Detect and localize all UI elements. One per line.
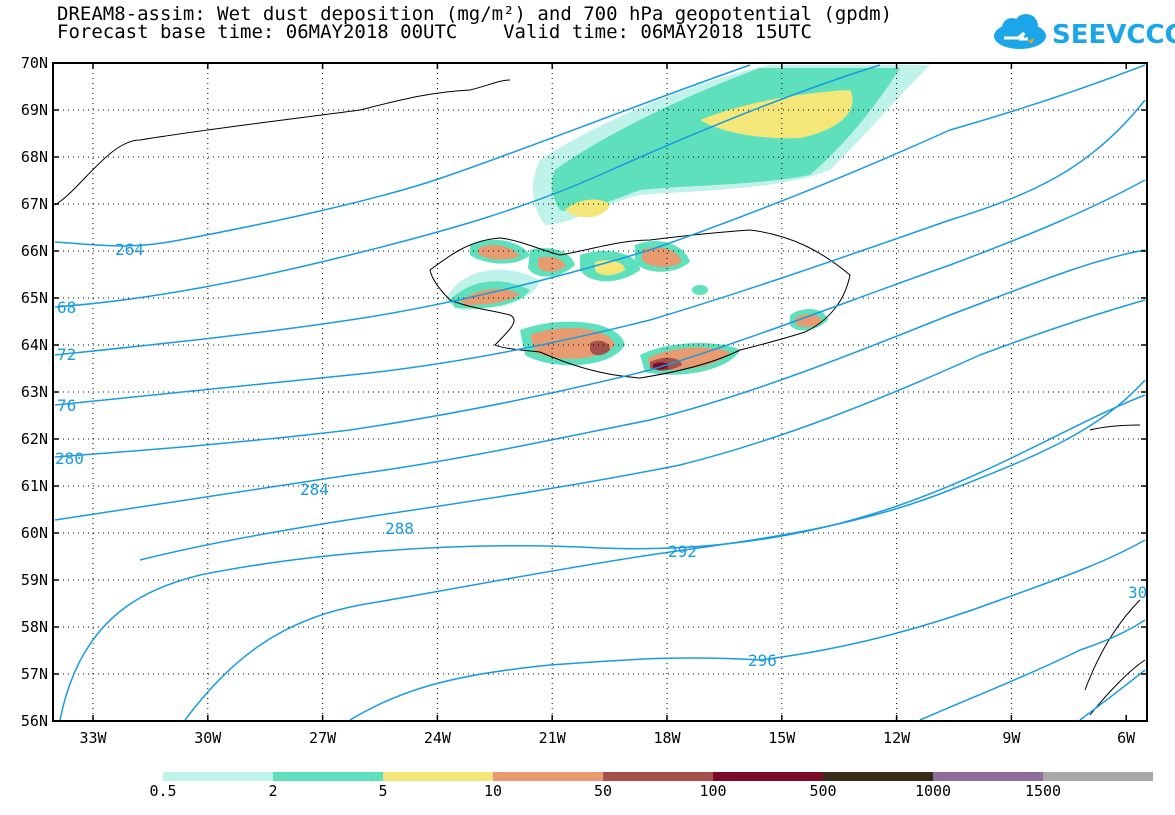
latitude-label: 66N — [21, 242, 48, 260]
latitude-label: 62N — [21, 430, 48, 448]
colorbar-swatch — [273, 772, 383, 781]
longitude-label: 33W — [79, 729, 107, 747]
latitude-label: 65N — [21, 289, 48, 307]
colorbar-swatch — [383, 772, 493, 781]
latitude-label: 67N — [21, 195, 48, 213]
axis-ticks — [53, 62, 1147, 722]
longitude-label: 12W — [883, 729, 911, 747]
colorbar-label: 0.5 — [149, 782, 177, 800]
contour-label: 292 — [668, 542, 697, 561]
latitude-label: 69N — [21, 101, 48, 119]
colorbar-swatch — [163, 772, 273, 781]
longitude-label: 18W — [653, 729, 681, 747]
contour-label: 296 — [748, 651, 777, 670]
latitude-label: 58N — [21, 618, 48, 636]
contour-label: 68 — [57, 298, 76, 317]
longitude-label: 24W — [424, 729, 452, 747]
longitude-label: 30W — [194, 729, 222, 747]
colorbar-label: 2 — [268, 782, 278, 800]
seevccc-logo: SEEVCCC — [990, 14, 1175, 54]
latitude-label: 70N — [21, 54, 48, 72]
cloud-icon — [994, 14, 1046, 49]
map-title: DREAM8-assim: Wet dust deposition (mg/m²… — [57, 3, 893, 25]
logo-text: SEEVCCC — [1052, 20, 1175, 50]
longitude-label: 27W — [309, 729, 337, 747]
latitude-label: 61N — [21, 477, 48, 495]
longitude-label: 15W — [768, 729, 796, 747]
geopotential-contours — [54, 64, 1146, 721]
latitude-label: 64N — [21, 336, 48, 354]
colorbar-label: 50 — [593, 782, 613, 800]
colorbar-label: 500 — [809, 782, 837, 800]
latitude-label: 68N — [21, 148, 48, 166]
colorbar-swatch — [493, 772, 603, 781]
latitude-label: 60N — [21, 524, 48, 542]
colorbar-label: 100 — [699, 782, 727, 800]
colorbar-swatch — [933, 772, 1043, 781]
colorbar-label: 1500 — [1024, 782, 1062, 800]
colorbar-label: 1000 — [914, 782, 952, 800]
longitude-label: 6W — [1117, 729, 1136, 747]
contour-label: 76 — [57, 396, 76, 415]
colorbar-label: 10 — [483, 782, 503, 800]
contour-label: 280 — [55, 449, 84, 468]
colorbar-swatch — [823, 772, 933, 781]
latitude-label: 59N — [21, 571, 48, 589]
contour-label: 30 — [1128, 583, 1147, 602]
colorbar-swatch — [603, 772, 713, 781]
dust-plume — [533, 65, 930, 225]
latitude-label: 56N — [21, 712, 48, 730]
contour-label: 284 — [300, 480, 329, 499]
contour-labels: 264 68 72 76 280 284 288 292 296 30 — [55, 240, 1147, 670]
colorbar-label: 5 — [378, 782, 388, 800]
longitude-labels: 33W 30W 27W 24W 21W 18W 15W 12W 9W 6W — [79, 729, 1136, 747]
contour-label: 72 — [57, 345, 76, 364]
colorbar — [163, 772, 1153, 781]
longitude-label: 9W — [1002, 729, 1021, 747]
colorbar-swatch — [713, 772, 823, 781]
map-subtitle: Forecast base time: 06MAY2018 00UTC Vali… — [57, 21, 812, 43]
latitude-labels: 70N 69N 68N 67N 66N 65N 64N 63N 62N 61N 60N 59N 58N 5… — [21, 54, 48, 730]
longitude-label: 21W — [539, 729, 567, 747]
colorbar-swatch — [1043, 772, 1153, 781]
contour-label: 288 — [385, 519, 414, 538]
latitude-label: 63N — [21, 383, 48, 401]
latitude-label: 57N — [21, 665, 48, 683]
contour-label: 264 — [115, 240, 144, 259]
